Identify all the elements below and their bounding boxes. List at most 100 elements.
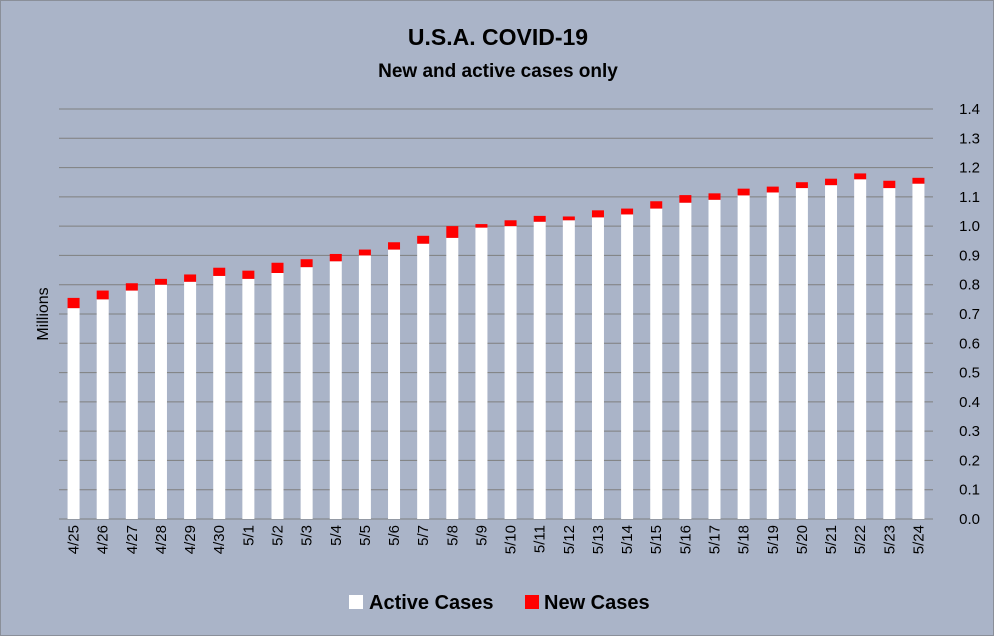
x-tick-label: 4/29 — [182, 525, 199, 554]
x-tick-label: 4/30 — [211, 525, 228, 554]
x-tick-label: 5/1 — [240, 525, 257, 546]
x-tick-label: 5/20 — [794, 525, 811, 554]
bar-new-cases — [213, 267, 226, 276]
bar-new-cases — [825, 178, 838, 186]
bar-active-cases — [533, 221, 546, 519]
bar-new-cases — [358, 249, 371, 256]
bar-active-cases — [825, 185, 838, 519]
x-tick-label: 5/2 — [270, 525, 287, 546]
y-tick-label: 0.1 — [959, 482, 980, 499]
bar-new-cases — [329, 253, 342, 262]
x-tick-label: 5/6 — [386, 525, 403, 546]
chart-title: U.S.A. COVID-19 — [408, 24, 588, 50]
bar-new-cases — [533, 215, 546, 222]
x-tick-label: 5/7 — [415, 525, 432, 546]
x-tick-label: 4/26 — [95, 525, 112, 554]
bar-new-cases — [854, 173, 867, 180]
x-tick-label: 5/19 — [765, 525, 782, 554]
bar-new-cases — [504, 220, 517, 227]
bar-new-cases — [795, 182, 808, 189]
x-tick-label: 5/22 — [852, 525, 869, 554]
bar-active-cases — [737, 195, 750, 519]
bar-active-cases — [504, 226, 517, 519]
legend-swatch-active — [349, 595, 363, 609]
bar-active-cases — [621, 214, 634, 519]
bar-active-cases — [679, 202, 692, 519]
y-tick-label: 1.2 — [959, 160, 980, 177]
bar-active-cases — [591, 217, 604, 519]
bar-active-cases — [154, 284, 167, 519]
x-tick-label: 5/16 — [677, 525, 694, 554]
x-tick-label: 5/5 — [357, 525, 374, 546]
legend-label-new: New Cases — [544, 592, 650, 614]
x-tick-label: 5/10 — [503, 525, 520, 554]
x-tick-label: 5/12 — [561, 525, 578, 554]
bar-active-cases — [242, 278, 255, 519]
x-tick-label: 5/14 — [619, 525, 636, 554]
x-axis-ticks: 4/25 4/26 4/27 4/28 4/29 4/30 5/1 5/2 5/3 5/4 5/5 5… — [66, 525, 928, 554]
y-axis-ticks: 0.0 0.1 0.2 0.3 0.4 0.5 0.6 0.7 0.8 0.9 1.0 1.1 1.2 1… — [959, 101, 980, 528]
bar-new-cases — [912, 177, 925, 184]
x-tick-label: 5/18 — [736, 525, 753, 554]
y-tick-label: 1.0 — [959, 218, 980, 235]
y-tick-label: 0.9 — [959, 247, 980, 264]
bar-active-cases — [708, 199, 721, 520]
x-tick-label: 5/13 — [590, 525, 607, 554]
bar-new-cases — [271, 262, 284, 273]
bar-active-cases — [562, 220, 575, 520]
x-tick-label: 4/28 — [153, 525, 170, 554]
bar-active-cases — [184, 281, 197, 519]
bar-new-cases — [708, 193, 721, 200]
bar-active-cases — [300, 267, 313, 519]
legend: Active Cases New Cases — [349, 592, 650, 614]
bar-active-cases — [417, 243, 430, 519]
bar-active-cases — [271, 273, 284, 519]
bar-active-cases — [854, 179, 867, 520]
y-tick-label: 1.3 — [959, 130, 980, 147]
legend-label-active: Active Cases — [369, 592, 494, 614]
bar-new-cases — [475, 224, 488, 228]
bar-new-cases — [67, 297, 80, 309]
x-tick-label: 5/24 — [910, 525, 927, 554]
bar-new-cases — [242, 270, 255, 279]
bar-new-cases — [446, 226, 459, 238]
y-axis-label: Millions — [35, 287, 52, 340]
bar-new-cases — [96, 290, 109, 300]
bar-new-cases — [562, 216, 575, 221]
bar-new-cases — [154, 278, 167, 285]
bar-new-cases — [737, 188, 750, 196]
bar-new-cases — [883, 180, 896, 189]
bar-active-cases — [213, 275, 226, 519]
y-tick-label: 0.2 — [959, 452, 980, 469]
bar-active-cases — [912, 183, 925, 519]
bar-active-cases — [358, 255, 371, 519]
bar-active-cases — [125, 290, 138, 519]
bar-active-cases — [795, 188, 808, 520]
y-tick-label: 1.1 — [959, 189, 980, 206]
x-tick-label: 5/3 — [299, 525, 316, 546]
x-tick-label: 4/27 — [124, 525, 141, 554]
bar-active-cases — [883, 188, 896, 520]
bar-active-cases — [96, 299, 109, 519]
y-tick-label: 0.7 — [959, 306, 980, 323]
bar-active-cases — [446, 237, 459, 519]
x-tick-label: 5/23 — [881, 525, 898, 554]
bar-new-cases — [766, 186, 779, 193]
x-tick-label: 5/21 — [823, 525, 840, 554]
bar-new-cases — [125, 283, 138, 291]
y-tick-label: 0.4 — [959, 394, 980, 411]
bar-new-cases — [417, 235, 430, 244]
x-tick-label: 5/4 — [328, 525, 345, 546]
bars — [67, 173, 925, 520]
bar-new-cases — [679, 195, 692, 203]
legend-swatch-new — [525, 595, 539, 609]
x-tick-label: 5/15 — [648, 525, 665, 554]
bar-active-cases — [766, 192, 779, 519]
chart-subtitle: New and active cases only — [378, 61, 618, 82]
x-tick-label: 5/11 — [532, 525, 549, 553]
x-tick-label: 4/25 — [66, 525, 83, 554]
bar-new-cases — [591, 210, 604, 218]
grid-lines — [59, 108, 933, 520]
